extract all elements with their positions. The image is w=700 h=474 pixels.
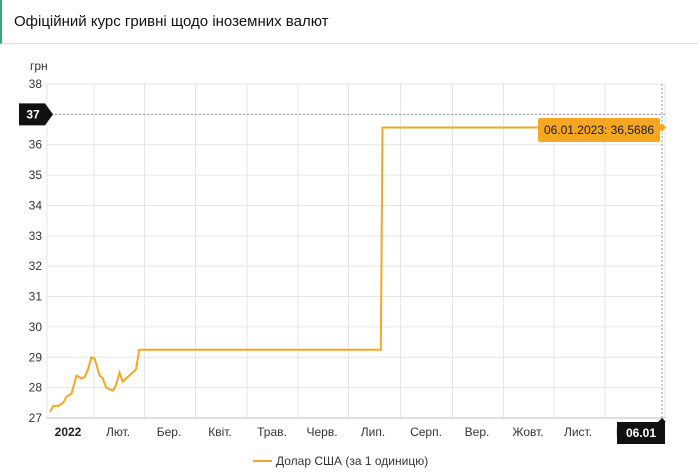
y-tick-label: 33 — [29, 229, 43, 243]
crosshair-y-box — [19, 103, 53, 126]
tooltip-text: 06.01.2023: 36,5686 — [544, 123, 654, 137]
x-tick-label: 2022 — [55, 425, 82, 439]
crosshair-y-label: 37 — [26, 107, 40, 121]
legend-label-usd: Долар США (за 1 одиницю) — [276, 454, 428, 468]
y-axis-ticks: 27 28 29 30 31 32 33 34 35 36 37 38 — [29, 77, 43, 425]
x-tick-label: Лют. — [106, 425, 130, 439]
x-axis-ticks: 2022 Лют. Бер. Квіт. Трав. Черв. Лип. Серп. Вер.… — [55, 425, 645, 439]
tooltip: 06.01.2023: 36,5686 — [538, 118, 660, 142]
x-tick-label: Лип. — [361, 425, 385, 439]
x-tick-label: Черв. — [306, 425, 337, 439]
x-tick-label: Лист. — [564, 425, 592, 439]
y-tick-label: 27 — [29, 411, 43, 425]
chart-legend[interactable]: Долар США (за 1 одиницю) — [253, 454, 428, 468]
y-tick-label: 38 — [29, 77, 43, 91]
y-tick-label: 34 — [29, 198, 43, 212]
page-title: Офіційний курс гривні щодо іноземних вал… — [14, 13, 329, 30]
y-tick-label: 35 — [29, 168, 43, 182]
tooltip-box — [538, 118, 660, 142]
crosshair-y-value: 37 — [19, 103, 53, 126]
y-tick-label: 31 — [29, 290, 43, 304]
x-tick-label: Вер. — [465, 425, 490, 439]
y-tick-label: 29 — [29, 350, 43, 364]
y-tick-label: 30 — [29, 320, 43, 334]
x-tick-label: Жовт. — [512, 425, 543, 439]
y-tick-label: 36 — [29, 138, 43, 152]
y-axis-unit-label: грн — [30, 59, 48, 73]
series-line-usd — [49, 126, 662, 413]
x-tick-label: Трав. — [257, 425, 287, 439]
crosshair-x-label: 06.01 — [626, 426, 656, 440]
x-tick-label: Бер. — [157, 425, 182, 439]
y-tick-label: 28 — [29, 381, 43, 395]
crosshair-x-box — [617, 418, 666, 444]
chart-grid — [46, 83, 666, 419]
page-header: Офіційний курс гривні щодо іноземних вал… — [0, 0, 698, 44]
x-tick-label: Серп. — [410, 425, 442, 439]
y-tick-label: 32 — [29, 259, 43, 273]
crosshair-x-value: 06.01 — [617, 418, 666, 444]
x-tick-label: Квіт. — [208, 425, 232, 439]
